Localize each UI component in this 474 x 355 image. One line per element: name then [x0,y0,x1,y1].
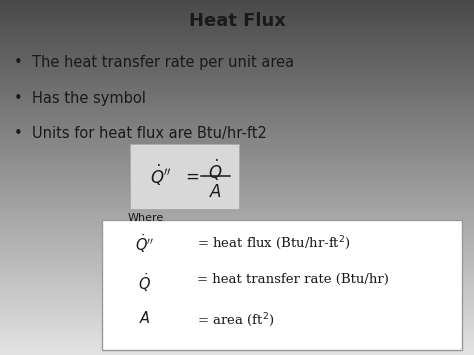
Text: •  Has the symbol: • Has the symbol [14,91,146,105]
Text: $\dot{Q}$: $\dot{Q}$ [209,158,223,183]
Text: $\dot{Q}^{\prime\prime}$: $\dot{Q}^{\prime\prime}$ [135,233,154,255]
FancyBboxPatch shape [130,144,239,209]
Text: $\dot{Q}$: $\dot{Q}$ [138,272,151,294]
Text: $=$: $=$ [182,167,200,185]
Text: $\dot{Q}^{\prime\prime}$: $\dot{Q}^{\prime\prime}$ [150,163,172,188]
Text: $A$: $A$ [209,183,222,201]
Text: = heat flux (Btu/hr-ft$^2$): = heat flux (Btu/hr-ft$^2$) [197,234,350,252]
Text: Where: Where [128,213,164,223]
Text: = area (ft$^2$): = area (ft$^2$) [197,311,274,329]
Text: Heat Flux: Heat Flux [189,12,285,31]
Text: •  Units for heat flux are Btu/hr-ft2: • Units for heat flux are Btu/hr-ft2 [14,126,267,141]
Text: •  The heat transfer rate per unit area: • The heat transfer rate per unit area [14,55,294,70]
Text: $A$: $A$ [139,310,150,326]
FancyBboxPatch shape [102,220,462,350]
Text: = heat transfer rate (Btu/hr): = heat transfer rate (Btu/hr) [197,273,389,286]
